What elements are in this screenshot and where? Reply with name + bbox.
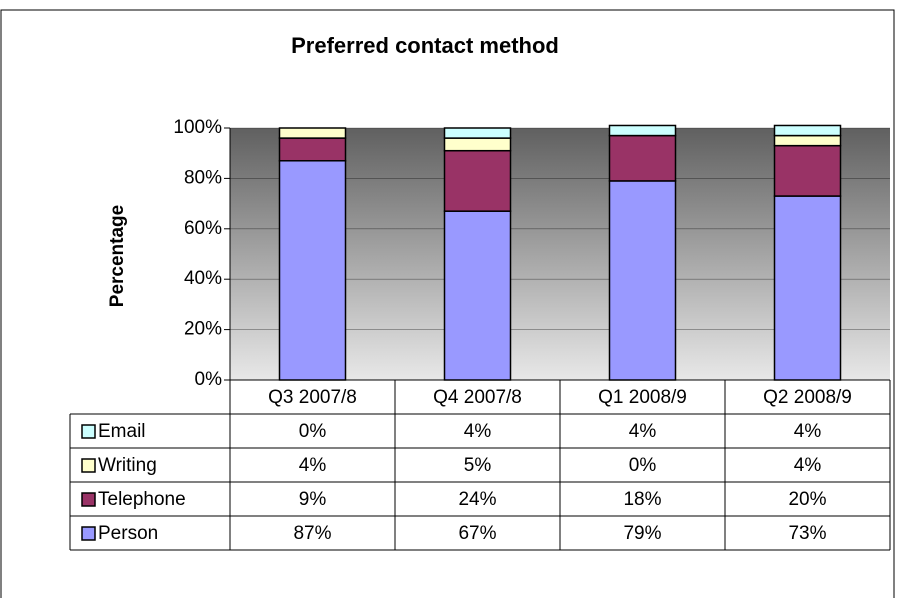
table-value: 4% xyxy=(794,455,822,476)
y-tick-label: 80% xyxy=(184,167,222,188)
bar-segment xyxy=(278,127,347,139)
y-tick-label: 60% xyxy=(184,218,222,239)
table-value: 73% xyxy=(788,523,826,544)
table-value: 5% xyxy=(464,455,492,476)
table-value: 67% xyxy=(458,523,496,544)
table-value: 0% xyxy=(629,455,657,476)
bar-segment xyxy=(608,180,677,381)
table-value: 0% xyxy=(299,421,327,442)
legend-label: Person xyxy=(98,523,158,544)
bar-segment xyxy=(278,160,347,381)
y-tick-label: 100% xyxy=(173,117,222,138)
bar-segment xyxy=(773,195,842,381)
legend-swatch xyxy=(81,526,96,541)
y-tick-label: 0% xyxy=(195,369,223,390)
table-value: 4% xyxy=(299,455,327,476)
x-tick-label: Q1 2008/9 xyxy=(598,387,687,408)
table-value: 4% xyxy=(464,421,492,442)
table-value: 4% xyxy=(629,421,657,442)
x-tick-label: Q2 2008/9 xyxy=(763,387,852,408)
bar-segment xyxy=(443,210,512,381)
bar-segment xyxy=(608,134,677,182)
table-value: 24% xyxy=(458,489,496,510)
bar-segment xyxy=(773,144,842,197)
legend-swatch xyxy=(81,492,96,507)
chart-title: Preferred contact method xyxy=(291,33,559,58)
table-value: 9% xyxy=(299,489,327,510)
x-tick-label: Q3 2007/8 xyxy=(268,387,357,408)
bar-segment xyxy=(443,149,512,212)
legend-label: Telephone xyxy=(98,489,186,510)
legend-swatch xyxy=(81,424,96,439)
table-value: 20% xyxy=(788,489,826,510)
bar-segment xyxy=(608,124,677,137)
x-tick-label: Q4 2007/8 xyxy=(433,387,522,408)
legend-label: Email xyxy=(98,421,146,442)
table-value: 87% xyxy=(293,523,331,544)
legend-label: Writing xyxy=(98,455,157,476)
y-tick-label: 20% xyxy=(184,319,222,340)
bar-segment xyxy=(443,127,512,139)
bar-segment xyxy=(773,124,842,137)
legend-swatch xyxy=(81,458,96,473)
bar-segment xyxy=(773,134,842,147)
table-value: 79% xyxy=(623,523,661,544)
bar-segment xyxy=(443,137,512,152)
bar-segment xyxy=(278,137,347,162)
y-axis-label: Percentage xyxy=(107,205,128,307)
y-tick-label: 40% xyxy=(184,268,222,289)
table-value: 4% xyxy=(794,421,822,442)
table-value: 18% xyxy=(623,489,661,510)
